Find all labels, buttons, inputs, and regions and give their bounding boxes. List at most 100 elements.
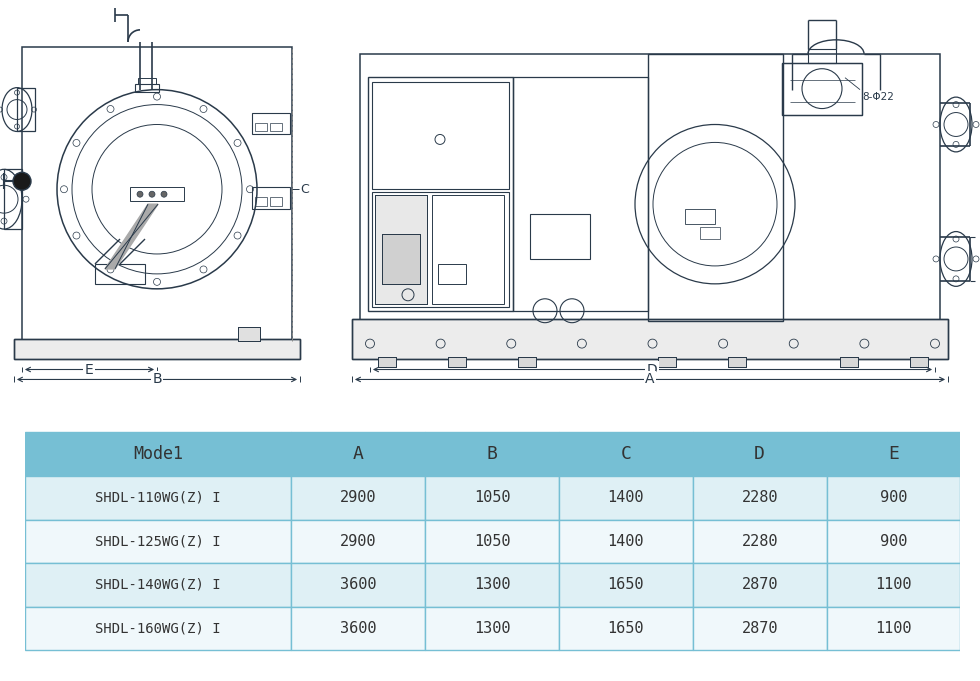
Bar bbox=[700, 227, 720, 239]
Bar bbox=[693, 607, 826, 650]
Bar bbox=[270, 123, 282, 131]
Polygon shape bbox=[105, 204, 158, 269]
Bar bbox=[24, 607, 291, 650]
Text: 1400: 1400 bbox=[608, 534, 644, 549]
Bar bbox=[518, 357, 536, 366]
Bar bbox=[910, 357, 928, 366]
Text: 2900: 2900 bbox=[340, 490, 376, 505]
Bar bbox=[130, 187, 184, 201]
Bar bbox=[255, 123, 267, 131]
Text: 2870: 2870 bbox=[742, 577, 778, 592]
Bar bbox=[425, 563, 559, 607]
Bar bbox=[14, 338, 300, 358]
Bar bbox=[648, 54, 783, 321]
Bar bbox=[658, 357, 676, 366]
Text: 8-Φ22: 8-Φ22 bbox=[862, 92, 894, 101]
Text: 2280: 2280 bbox=[742, 534, 778, 549]
Bar bbox=[826, 476, 960, 520]
Bar bbox=[448, 357, 466, 366]
Bar bbox=[24, 520, 291, 563]
Bar bbox=[378, 357, 396, 366]
Text: 1650: 1650 bbox=[608, 621, 644, 636]
Bar bbox=[513, 77, 648, 311]
Bar bbox=[255, 197, 267, 206]
Bar bbox=[138, 78, 156, 84]
Bar bbox=[425, 607, 559, 650]
Bar bbox=[375, 195, 427, 304]
Bar bbox=[368, 77, 513, 311]
Bar bbox=[808, 49, 836, 63]
Text: A: A bbox=[353, 445, 364, 463]
Text: SHDL-110WG(Z) I: SHDL-110WG(Z) I bbox=[95, 491, 220, 505]
Bar bbox=[782, 63, 862, 114]
Bar bbox=[352, 319, 948, 358]
Bar bbox=[425, 476, 559, 520]
Bar bbox=[728, 357, 746, 366]
Bar bbox=[693, 563, 826, 607]
Text: SHDL-125WG(Z) I: SHDL-125WG(Z) I bbox=[95, 535, 220, 548]
Bar bbox=[375, 195, 427, 304]
Text: C: C bbox=[620, 445, 631, 463]
Bar bbox=[559, 520, 693, 563]
Bar bbox=[438, 264, 466, 284]
Bar bbox=[238, 327, 260, 340]
Bar bbox=[559, 563, 693, 607]
Circle shape bbox=[161, 191, 167, 197]
Bar bbox=[826, 432, 960, 476]
Bar bbox=[378, 357, 396, 366]
Text: 3600: 3600 bbox=[340, 621, 376, 636]
Bar bbox=[559, 607, 693, 650]
Text: 1100: 1100 bbox=[875, 621, 911, 636]
Bar bbox=[425, 520, 559, 563]
Bar bbox=[518, 357, 536, 366]
Circle shape bbox=[149, 191, 155, 197]
Text: 2870: 2870 bbox=[742, 621, 778, 636]
Bar bbox=[826, 520, 960, 563]
Text: 1400: 1400 bbox=[608, 490, 644, 505]
Bar bbox=[135, 84, 159, 92]
Text: B: B bbox=[486, 445, 498, 463]
Text: 900: 900 bbox=[880, 534, 907, 549]
Text: B: B bbox=[152, 373, 162, 386]
Bar bbox=[782, 63, 862, 114]
Text: SHDL-160WG(Z) I: SHDL-160WG(Z) I bbox=[95, 622, 220, 635]
Bar bbox=[840, 357, 858, 366]
Bar bbox=[425, 432, 559, 476]
Bar bbox=[658, 357, 676, 366]
Text: 2900: 2900 bbox=[340, 534, 376, 549]
Bar bbox=[432, 195, 504, 304]
Bar bbox=[826, 607, 960, 650]
Bar bbox=[270, 197, 282, 206]
Text: SHDL-140WG(Z) I: SHDL-140WG(Z) I bbox=[95, 578, 220, 592]
Text: 1050: 1050 bbox=[473, 534, 511, 549]
Bar bbox=[22, 47, 292, 340]
Bar bbox=[826, 563, 960, 607]
Text: 1300: 1300 bbox=[473, 577, 511, 592]
Bar bbox=[693, 520, 826, 563]
Bar bbox=[291, 607, 425, 650]
Text: E: E bbox=[84, 362, 93, 377]
Bar bbox=[559, 476, 693, 520]
Bar bbox=[382, 234, 420, 284]
Bar bbox=[448, 357, 466, 366]
Text: Mode1: Mode1 bbox=[133, 445, 183, 463]
Circle shape bbox=[137, 191, 143, 197]
Bar bbox=[693, 476, 826, 520]
Bar bbox=[559, 432, 693, 476]
Bar bbox=[910, 357, 928, 366]
Text: 900: 900 bbox=[880, 490, 907, 505]
Text: 1300: 1300 bbox=[473, 621, 511, 636]
Bar bbox=[360, 54, 940, 321]
Bar bbox=[252, 112, 290, 134]
Bar bbox=[14, 338, 300, 358]
Bar bbox=[382, 234, 420, 284]
Text: 1100: 1100 bbox=[875, 577, 911, 592]
Bar bbox=[685, 209, 715, 224]
Text: 2280: 2280 bbox=[742, 490, 778, 505]
Bar bbox=[252, 187, 290, 209]
Text: D: D bbox=[755, 445, 765, 463]
Bar bbox=[840, 357, 858, 366]
Text: A: A bbox=[645, 373, 655, 386]
Bar bbox=[291, 520, 425, 563]
Bar bbox=[17, 88, 35, 131]
